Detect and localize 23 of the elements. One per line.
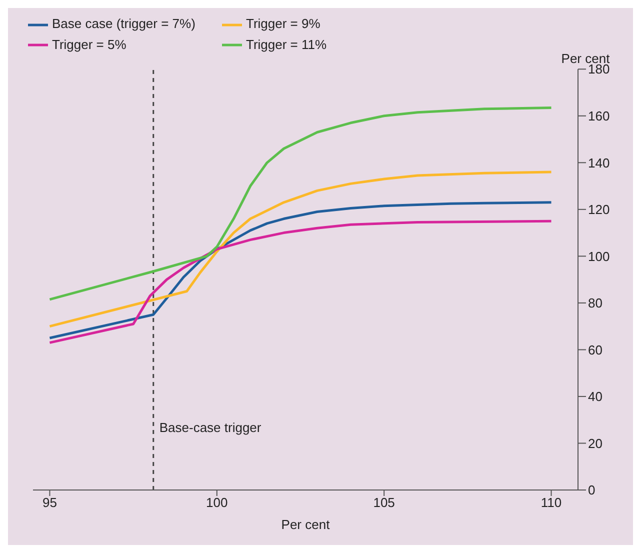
x-tick-label: 105	[373, 495, 395, 510]
line-series	[48, 201, 552, 340]
y-tick-label: 20	[588, 436, 602, 451]
x-axis-title: Per cent	[281, 517, 330, 532]
y-tick-label: 60	[588, 342, 602, 358]
x-tick-label: 95	[42, 495, 57, 510]
ref-line-label: Base-case trigger	[159, 420, 262, 435]
legend-label: Trigger = 5%	[52, 36, 128, 54]
y-tick-label: 160	[588, 108, 610, 124]
x-tick-label: 100	[206, 495, 228, 510]
line-series	[48, 170, 552, 328]
y-tick-label: 120	[588, 202, 610, 218]
y-tick-label: 140	[588, 155, 610, 170]
y-tick-label: 0	[588, 482, 596, 498]
line-series	[48, 220, 552, 344]
y-tick-label: 80	[588, 296, 602, 311]
y-tick-label: 40	[588, 389, 602, 404]
line-series	[48, 106, 552, 301]
legend-label: Trigger = 9%	[246, 15, 322, 33]
legend-label: Base case (trigger = 7%)	[52, 15, 196, 33]
y-tick-label: 100	[588, 248, 610, 264]
legend-label: Trigger = 11%	[246, 36, 328, 54]
x-tick-label: 110	[540, 495, 562, 510]
